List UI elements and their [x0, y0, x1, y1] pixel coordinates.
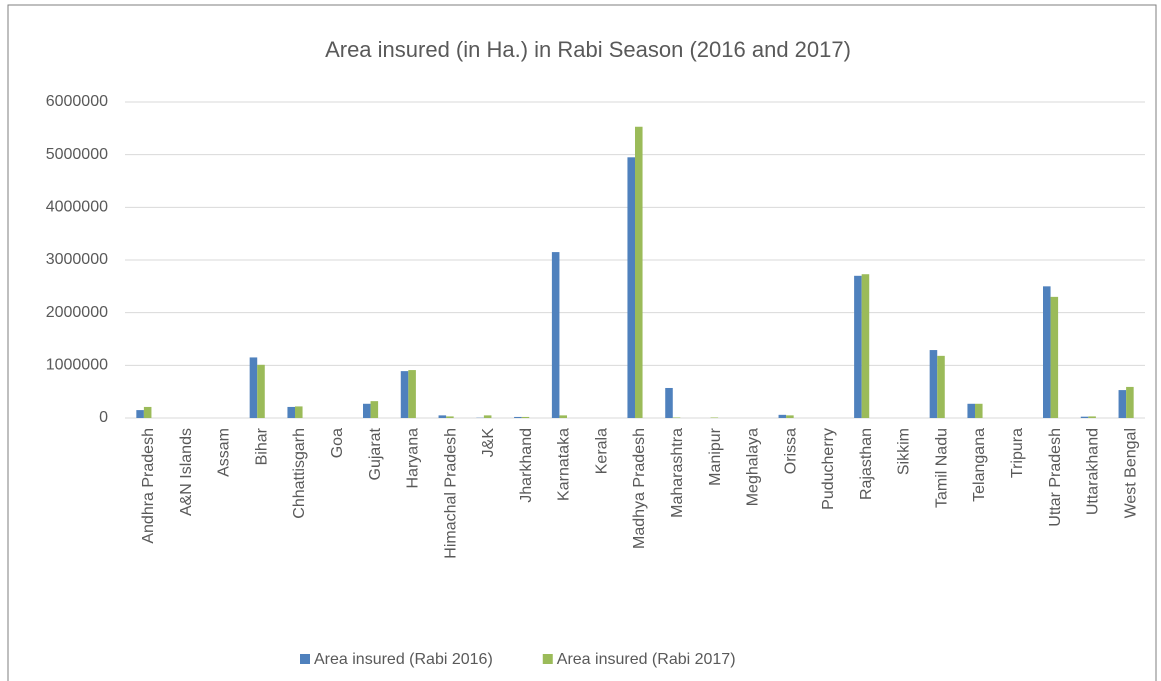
bar	[672, 417, 681, 418]
x-tick-label: Rajasthan	[858, 428, 875, 500]
x-tick-label: Karnataka	[556, 428, 573, 501]
bar	[665, 387, 673, 418]
y-tick-label: 4000000	[46, 199, 108, 216]
bar	[854, 275, 862, 418]
bar	[287, 406, 295, 418]
y-tick-label: 0	[99, 409, 108, 426]
x-tick-label: Uttarakhand	[1085, 428, 1102, 515]
bar	[1080, 416, 1089, 418]
y-tick-label: 5000000	[46, 146, 108, 163]
x-tick-label: Meghalaya	[745, 428, 762, 506]
x-tick-label: Chhattisgarh	[291, 428, 308, 519]
x-tick-label: Andhra Pradesh	[140, 428, 157, 544]
y-tick-label: 3000000	[46, 251, 108, 268]
x-tick-label: Kerala	[593, 428, 610, 474]
bar	[143, 406, 152, 418]
bar	[438, 415, 447, 418]
bar	[929, 350, 938, 418]
x-tick-label: Sikkim	[896, 428, 913, 475]
bar	[967, 403, 975, 418]
y-tick-label: 1000000	[46, 357, 108, 374]
bar	[408, 370, 416, 418]
bar	[778, 414, 787, 418]
bar	[635, 126, 643, 419]
x-tick-label: Orissa	[782, 428, 799, 474]
bar	[446, 416, 454, 418]
bar	[1118, 390, 1127, 418]
bar	[483, 415, 492, 418]
legend-label: Area insured (Rabi 2016)	[314, 651, 493, 668]
bar	[559, 415, 567, 418]
bar	[1050, 296, 1059, 418]
x-tick-label: Uttar Pradesh	[1047, 428, 1064, 527]
bar	[370, 401, 379, 418]
legend-label: Area insured (Rabi 2017)	[557, 651, 736, 668]
x-tick-label: Maharashtra	[669, 428, 686, 518]
x-tick-label: Gujarat	[367, 427, 384, 480]
x-tick-label: Tamil Nadu	[933, 428, 950, 508]
bar	[249, 357, 258, 418]
x-tick-label: Himachal Pradesh	[442, 428, 459, 559]
bar	[1088, 416, 1096, 418]
bar	[786, 415, 794, 418]
x-tick-label: Tripura	[1009, 428, 1026, 478]
x-tick-label: Goa	[329, 428, 346, 458]
y-tick-label: 6000000	[46, 93, 108, 110]
bar	[937, 355, 945, 418]
bar	[295, 406, 303, 418]
x-tick-label: J&K	[480, 428, 497, 458]
y-tick-label: 2000000	[46, 304, 108, 321]
bar	[975, 403, 983, 418]
bar	[136, 410, 144, 418]
bar	[627, 157, 635, 419]
chart-title: Area insured (in Ha.) in Rabi Season (20…	[325, 37, 851, 62]
bar	[1126, 386, 1134, 418]
x-tick-label: Assam	[216, 428, 233, 477]
bar	[1043, 286, 1051, 418]
x-tick-label: West Bengal	[1122, 428, 1139, 518]
x-tick-label: A&N Islands	[178, 428, 195, 516]
x-tick-label: Haryana	[405, 428, 422, 489]
bar	[861, 274, 870, 418]
bar	[521, 416, 530, 418]
legend-swatch	[300, 654, 310, 664]
x-tick-label: Madhya Pradesh	[631, 428, 648, 549]
bar	[710, 417, 719, 418]
x-tick-label: Puducherry	[820, 428, 837, 510]
x-tick-label: Manipur	[707, 427, 724, 485]
chart-border	[7, 4, 1157, 681]
bar	[551, 252, 560, 418]
legend-swatch	[542, 654, 553, 664]
x-tick-label: Telangana	[971, 428, 988, 502]
x-tick-label: Bihar	[253, 427, 270, 465]
bar	[363, 403, 371, 418]
bar	[400, 371, 409, 418]
bar	[514, 416, 522, 418]
x-tick-label: Jharkhand	[518, 428, 535, 503]
bar	[257, 364, 265, 418]
